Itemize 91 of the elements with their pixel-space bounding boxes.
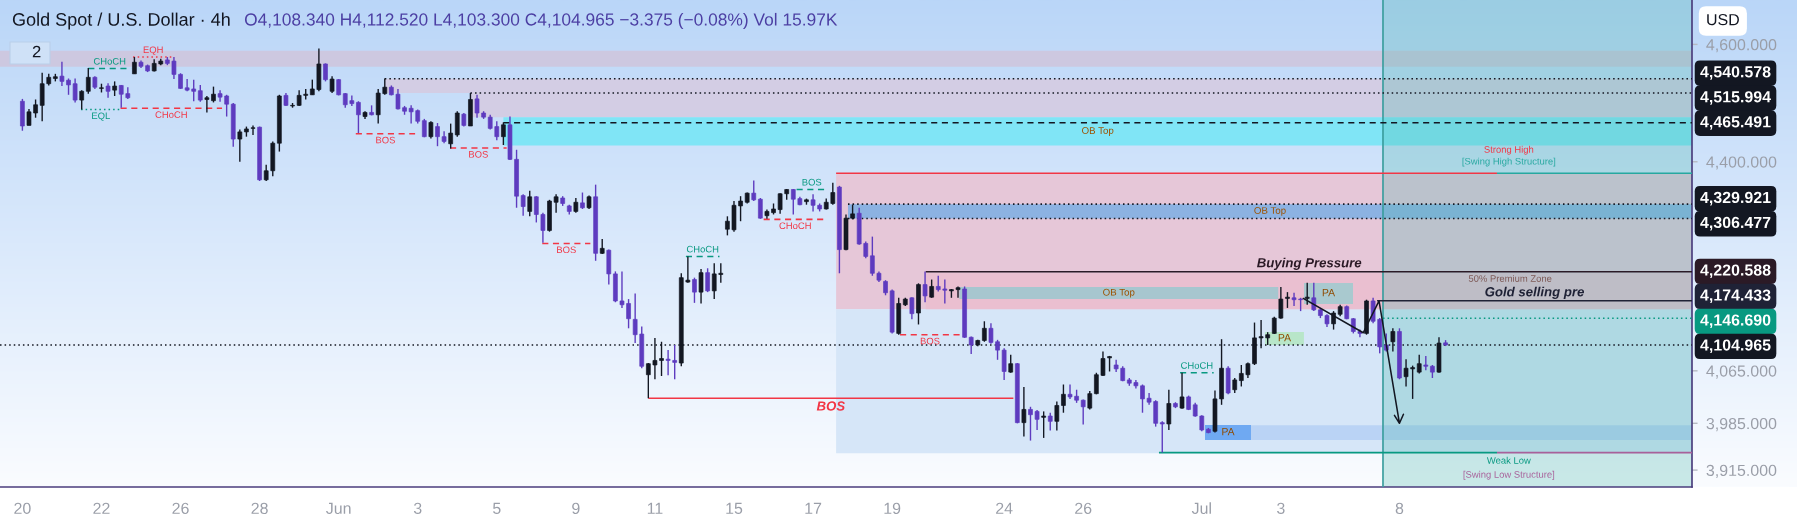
candlestick [698, 268, 704, 305]
x-tick-label: 26 [1075, 502, 1092, 515]
candlestick [448, 122, 453, 150]
x-tick-label: Jul [1191, 502, 1211, 515]
candlestick [520, 193, 526, 217]
text: Gold Spot / U.S. Dollar · 4h [12, 12, 230, 30]
ref-line-label: [Swing Low Structure] [1463, 470, 1555, 480]
y-tick-label: 3,915.000 [1706, 464, 1777, 478]
ref-line-label: BOS [557, 246, 576, 254]
ref-line-label: BOS [376, 136, 395, 144]
ref-line-label: 4,329.921 [1700, 191, 1771, 206]
x-tick-label: 11 [647, 502, 663, 514]
candlestick [1311, 281, 1317, 312]
ref-line-label: 4,540.578 [1700, 66, 1771, 80]
candlestick [1054, 400, 1060, 432]
candlestick [606, 248, 612, 286]
x-tick-label: 19 [884, 502, 901, 515]
candlestick [527, 190, 533, 218]
x-tick-label: 20 [14, 502, 31, 515]
candlestick [1080, 398, 1086, 426]
candlestick [1423, 355, 1429, 371]
y-tick-label: 4,600.000 [1706, 39, 1777, 53]
candlestick [1001, 347, 1007, 381]
x-tick-label: 24 [996, 502, 1013, 514]
ref-line-label: EQL [92, 112, 110, 121]
band-label: OB Top [1082, 127, 1114, 136]
x-tick-label: 22 [93, 502, 110, 514]
x-tick-label: 3 [413, 502, 422, 515]
x-tick-label: 9 [572, 502, 580, 515]
candlestick [1061, 383, 1066, 414]
candlestick [1041, 410, 1046, 439]
candlestick [751, 179, 757, 202]
candlestick [922, 270, 928, 303]
candlestick [1021, 386, 1027, 438]
x-tick-label: 15 [726, 502, 743, 515]
annotation: Gold selling pre [1485, 286, 1585, 300]
ref-line-label: 4,174.433 [1700, 289, 1771, 304]
text: O4,108.340 H4,112.520 L4,103.300 C4,104.965 −3.375 (−0.08%) Vol 15.97K [244, 12, 838, 30]
candlestick [758, 197, 763, 220]
ref-line-label: 4,104.965 [1700, 339, 1771, 354]
candlestick [1008, 353, 1014, 374]
candlestick [1331, 310, 1336, 331]
annotation: PA [1222, 428, 1235, 436]
candlestick [909, 296, 915, 321]
ref-line-label: EQH [143, 46, 163, 55]
x-tick-label: Jun [326, 502, 351, 515]
ref-line-label: BOS [816, 401, 846, 411]
candlestick [454, 110, 460, 138]
ref-line-label: Strong High [1484, 145, 1534, 155]
candlestick [929, 278, 934, 299]
ref-line-label: CHoCH [93, 57, 126, 65]
ref-line-label: BOS [802, 178, 822, 186]
band-label: OB Top [1103, 288, 1135, 298]
ref-line-label: 4,220.588 [1700, 264, 1771, 279]
candlestick [237, 128, 243, 163]
candlestick [79, 89, 85, 111]
band-label: OB Top [1254, 207, 1286, 216]
x-tick-label: 28 [251, 502, 268, 515]
ref-line-label: 4,465.491 [1700, 116, 1771, 130]
annotation: PA [1322, 289, 1336, 297]
ref-line-label: 4,515.994 [1700, 91, 1771, 105]
y-tick-label: 4,400.000 [1706, 156, 1777, 170]
x-tick-label: 5 [492, 502, 501, 515]
candlestick [1159, 420, 1165, 454]
candlestick [982, 320, 987, 343]
x-tick-label: 3 [1277, 502, 1285, 515]
x-tick-label: 8 [1395, 502, 1404, 515]
annotation: Buying Pressure [1257, 257, 1362, 270]
candlestick [356, 100, 361, 134]
ref-line-label: BOS [920, 337, 940, 345]
annotation: PA [1278, 334, 1292, 342]
x-tick-label: 17 [805, 502, 822, 514]
candlestick [1179, 372, 1185, 410]
band-label: 50% Premium Zone [1468, 274, 1552, 282]
ref-line-label: CHoCH [779, 222, 811, 230]
ref-line-label: CHoCH [155, 111, 187, 119]
candlestick [85, 67, 91, 95]
annotation: 2 [32, 45, 41, 58]
ref-line-label: 4,146.690 [1700, 314, 1771, 329]
y-tick-label: 3,985.000 [1706, 417, 1777, 432]
y-axis-title: USD [1707, 13, 1739, 26]
ref-line-label: CHoCH [686, 245, 719, 253]
ref-line-label: 4,306.477 [1700, 216, 1771, 231]
ref-line-label: BOS [469, 151, 488, 158]
candlestick [692, 276, 697, 304]
y-tick-label: 4,065.000 [1706, 365, 1777, 379]
x-tick-label: 26 [172, 502, 189, 515]
candlestick [1166, 389, 1172, 431]
ref-line-label: CHoCH [1181, 362, 1213, 369]
ref-line-label: [Swing High Structure] [1462, 157, 1556, 167]
ref-line-label: Weak Low [1486, 456, 1531, 464]
